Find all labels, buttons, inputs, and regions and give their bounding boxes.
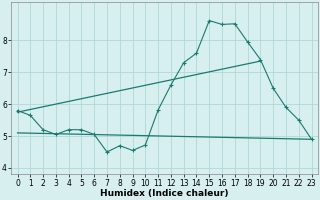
X-axis label: Humidex (Indice chaleur): Humidex (Indice chaleur) <box>100 189 229 198</box>
